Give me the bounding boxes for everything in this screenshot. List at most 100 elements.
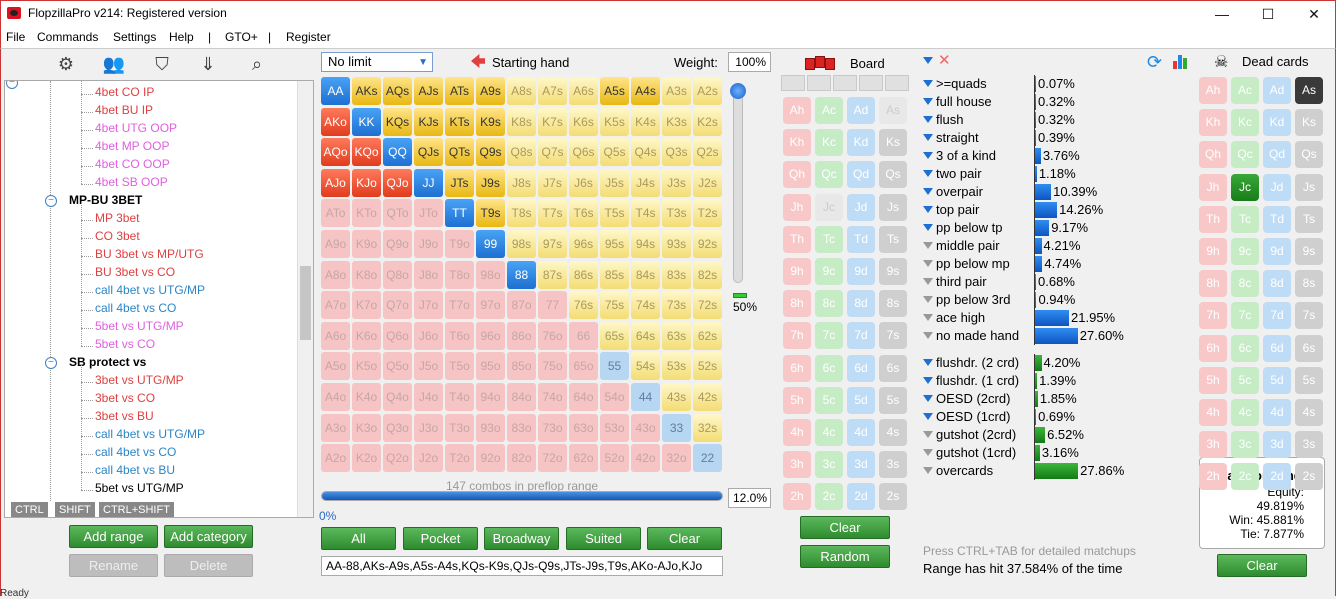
- hand-cell-KJs[interactable]: KJs: [414, 107, 443, 136]
- hand-cell-97o[interactable]: 97o: [476, 291, 505, 320]
- hand-cell-94s[interactable]: 94s: [631, 230, 660, 258]
- hand-cell-72s[interactable]: 72s: [693, 291, 722, 320]
- stat-row[interactable]: straight: [923, 129, 979, 147]
- hand-cell-97s[interactable]: 97s: [538, 230, 567, 258]
- tree-item[interactable]: call 4bet vs CO: [95, 445, 177, 459]
- stat-row[interactable]: flush: [923, 111, 963, 129]
- tree-item[interactable]: 5bet vs UTG/MP: [95, 481, 184, 495]
- tree-item[interactable]: 4bet CO IP: [95, 85, 155, 99]
- card-Ah[interactable]: Ah: [783, 97, 811, 124]
- hand-cell-K5s[interactable]: K5s: [600, 107, 629, 136]
- tree-item[interactable]: MP 3bet: [95, 211, 140, 225]
- users-icon[interactable]: 👥: [102, 54, 126, 74]
- card-Tc[interactable]: Tc: [1231, 205, 1259, 233]
- hand-cell-86o[interactable]: 86o: [507, 321, 536, 350]
- hand-cell-Q3s[interactable]: Q3s: [662, 138, 691, 167]
- hand-cell-85o[interactable]: 85o: [507, 352, 536, 381]
- weight-input[interactable]: 100%: [728, 52, 771, 72]
- hand-cell-96o[interactable]: 96o: [476, 321, 505, 350]
- hand-cell-K5o[interactable]: K5o: [352, 352, 381, 381]
- card-2h[interactable]: 2h: [783, 483, 811, 511]
- filter-icon[interactable]: [923, 242, 933, 249]
- hand-cell-53s[interactable]: 53s: [662, 352, 691, 381]
- card-3d[interactable]: 3d: [847, 451, 875, 479]
- hand-cell-T8s[interactable]: T8s: [507, 199, 536, 228]
- tree-item[interactable]: BU 3bet vs MP/UTG: [95, 247, 204, 261]
- hand-cell-JTo[interactable]: JTo: [414, 199, 443, 228]
- hand-cell-T6o[interactable]: T6o: [445, 321, 474, 350]
- hand-cell-K8s[interactable]: K8s: [507, 107, 536, 136]
- hand-cell-95o[interactable]: 95o: [476, 352, 505, 381]
- filter-icon[interactable]: [923, 98, 933, 105]
- card-8d[interactable]: 8d: [1263, 270, 1291, 298]
- card-2s[interactable]: 2s: [879, 483, 907, 511]
- hand-cell-ATo[interactable]: ATo: [321, 199, 350, 228]
- hand-cell-54o[interactable]: 54o: [600, 383, 629, 411]
- hand-cell-AQs[interactable]: AQs: [383, 77, 412, 105]
- stat-row[interactable]: pp below 3rd: [923, 291, 1010, 309]
- card-Kc[interactable]: Kc: [1231, 109, 1259, 137]
- card-Js[interactable]: Js: [879, 193, 907, 221]
- hand-cell-33[interactable]: 33: [662, 413, 691, 442]
- hand-cell-A8s[interactable]: A8s: [507, 77, 536, 105]
- stat-row[interactable]: pp below tp: [923, 219, 1003, 237]
- card-4h[interactable]: 4h: [783, 419, 811, 446]
- tree-scrollbar[interactable]: [297, 81, 313, 517]
- hand-cell-Q8s[interactable]: Q8s: [507, 138, 536, 167]
- card-7h[interactable]: 7h: [783, 322, 811, 350]
- hand-cell-Q4s[interactable]: Q4s: [631, 138, 660, 167]
- hand-cell-44[interactable]: 44: [631, 383, 660, 411]
- card-3h[interactable]: 3h: [783, 451, 811, 479]
- hand-cell-88[interactable]: 88: [507, 260, 536, 289]
- hand-cell-65s[interactable]: 65s: [600, 321, 629, 350]
- card-7d[interactable]: 7d: [1263, 302, 1291, 330]
- card-Ks[interactable]: Ks: [1295, 109, 1323, 137]
- card-Qd[interactable]: Qd: [1263, 141, 1291, 169]
- hand-cell-AQo[interactable]: AQo: [321, 138, 350, 167]
- card-As[interactable]: As: [879, 97, 907, 124]
- board-slot[interactable]: [885, 75, 909, 91]
- hand-cell-JJ[interactable]: JJ: [414, 168, 443, 197]
- filter-icon[interactable]: [923, 260, 933, 267]
- filter-icon[interactable]: [923, 152, 933, 159]
- tree-group-toggle[interactable]: −: [45, 357, 57, 369]
- card-8s[interactable]: 8s: [1295, 270, 1323, 298]
- close-button[interactable]: ✕: [1308, 6, 1320, 22]
- tree-group[interactable]: MP-BU 3BET: [69, 193, 143, 207]
- stat-row[interactable]: flushdr. (1 crd): [923, 372, 1019, 390]
- card-Qh[interactable]: Qh: [1199, 141, 1227, 169]
- menu-register[interactable]: Register: [286, 30, 331, 44]
- card-9s[interactable]: 9s: [1295, 238, 1323, 265]
- stat-row[interactable]: ace high: [923, 309, 985, 327]
- hand-cell-J9s[interactable]: J9s: [476, 168, 505, 197]
- hand-cell-A5s[interactable]: A5s: [600, 77, 629, 105]
- stat-row[interactable]: flushdr. (2 crd): [923, 354, 1019, 372]
- card-Th[interactable]: Th: [783, 225, 811, 253]
- card-7c[interactable]: 7c: [1231, 302, 1259, 330]
- hand-cell-T4o[interactable]: T4o: [445, 383, 474, 411]
- hand-cell-QTo[interactable]: QTo: [383, 199, 412, 228]
- tree-item[interactable]: BU 3bet vs CO: [95, 265, 176, 279]
- range-text-input[interactable]: AA-88,AKs-A9s,A5s-A4s,KQs-K9s,QJs-Q9s,JT…: [321, 556, 723, 576]
- hand-cell-A6o[interactable]: A6o: [321, 321, 350, 350]
- stat-row[interactable]: overcards: [923, 462, 993, 480]
- card-Js[interactable]: Js: [1295, 173, 1323, 201]
- card-9c[interactable]: 9c: [1231, 238, 1259, 265]
- card-Td[interactable]: Td: [847, 225, 875, 253]
- pocket-button[interactable]: Pocket: [403, 527, 478, 550]
- hand-cell-J7o[interactable]: J7o: [414, 291, 443, 320]
- stat-row[interactable]: gutshot (2crd): [923, 426, 1016, 444]
- hand-cell-Q2s[interactable]: Q2s: [693, 138, 722, 167]
- hand-cell-Q6o[interactable]: Q6o: [383, 321, 412, 350]
- hand-cell-53o[interactable]: 53o: [600, 413, 629, 442]
- hand-cell-84o[interactable]: 84o: [507, 383, 536, 411]
- menu-commands[interactable]: Commands: [37, 30, 99, 44]
- hand-cell-KTs[interactable]: KTs: [445, 107, 474, 136]
- hand-cell-J5o[interactable]: J5o: [414, 352, 443, 381]
- stat-row[interactable]: middle pair: [923, 237, 1000, 255]
- card-5h[interactable]: 5h: [1199, 366, 1227, 394]
- hand-cell-J4o[interactable]: J4o: [414, 383, 443, 411]
- hand-cell-A4o[interactable]: A4o: [321, 383, 350, 411]
- card-Kh[interactable]: Kh: [1199, 109, 1227, 137]
- hand-cell-Q8o[interactable]: Q8o: [383, 260, 412, 289]
